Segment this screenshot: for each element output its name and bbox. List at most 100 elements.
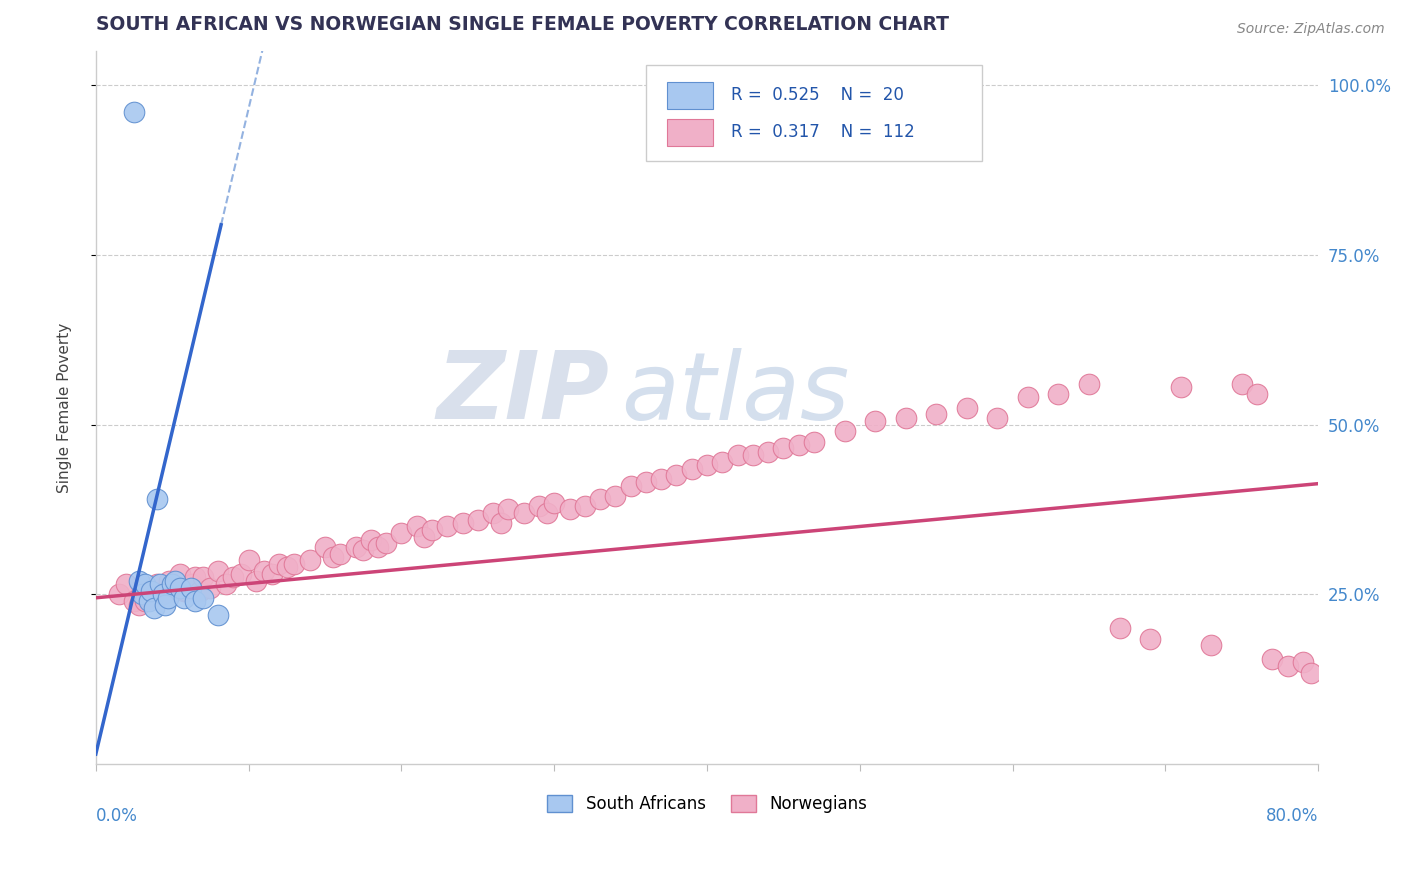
Point <box>1230 376 1253 391</box>
Point <box>352 543 374 558</box>
Point <box>665 468 688 483</box>
Legend: South Africans, Norwegians: South Africans, Norwegians <box>540 789 873 820</box>
Point <box>834 425 856 439</box>
Point <box>1277 658 1299 673</box>
Point <box>489 516 512 530</box>
Point <box>589 492 612 507</box>
Point <box>375 536 398 550</box>
Point <box>149 587 172 601</box>
Point <box>1201 639 1223 653</box>
Point <box>207 564 229 578</box>
Point <box>160 584 183 599</box>
Point <box>165 574 187 588</box>
Point <box>153 598 176 612</box>
Text: atlas: atlas <box>621 348 849 439</box>
Point <box>276 560 298 574</box>
Point <box>451 516 474 530</box>
Point <box>413 530 436 544</box>
Point <box>536 506 558 520</box>
Point <box>322 549 344 564</box>
Point <box>863 414 886 428</box>
Point <box>134 577 156 591</box>
Point <box>149 577 172 591</box>
Point <box>756 444 779 458</box>
Point <box>283 557 305 571</box>
Point <box>558 502 581 516</box>
Point <box>156 591 179 605</box>
Point <box>634 475 657 490</box>
Point <box>1108 621 1130 635</box>
Point <box>498 502 520 516</box>
Point <box>107 587 129 601</box>
Point <box>200 581 222 595</box>
Point <box>620 478 643 492</box>
Point <box>605 489 627 503</box>
Point <box>772 442 794 456</box>
Point <box>681 461 703 475</box>
Point <box>131 587 153 601</box>
Point <box>146 577 169 591</box>
Point <box>184 594 207 608</box>
Point <box>467 513 489 527</box>
Point <box>1078 376 1101 391</box>
Point <box>482 506 505 520</box>
Text: R =  0.525    N =  20: R = 0.525 N = 20 <box>731 86 904 104</box>
Point <box>925 408 948 422</box>
Point <box>650 472 672 486</box>
Point <box>245 574 267 588</box>
Text: 80.0%: 80.0% <box>1265 807 1319 825</box>
Point <box>1047 387 1070 401</box>
Point <box>986 410 1008 425</box>
Point <box>173 591 195 605</box>
Point <box>173 584 195 599</box>
Point <box>405 519 427 533</box>
Text: ZIP: ZIP <box>436 347 609 439</box>
Point <box>329 547 352 561</box>
Point <box>696 458 718 473</box>
Point <box>1292 656 1315 670</box>
Point <box>360 533 382 547</box>
Point <box>314 540 336 554</box>
Text: R =  0.317    N =  112: R = 0.317 N = 112 <box>731 123 915 141</box>
Point <box>131 584 153 599</box>
Point <box>191 591 214 605</box>
Point <box>344 540 367 554</box>
FancyBboxPatch shape <box>666 119 713 145</box>
Point <box>711 455 734 469</box>
Point <box>122 594 145 608</box>
Point <box>1170 380 1192 394</box>
Point <box>1139 632 1161 646</box>
Point <box>128 598 150 612</box>
Point <box>269 557 291 571</box>
Text: SOUTH AFRICAN VS NORWEGIAN SINGLE FEMALE POVERTY CORRELATION CHART: SOUTH AFRICAN VS NORWEGIAN SINGLE FEMALE… <box>96 15 949 34</box>
Point <box>222 570 245 584</box>
Point <box>1017 390 1039 404</box>
FancyBboxPatch shape <box>666 81 713 109</box>
Point <box>420 523 443 537</box>
Point <box>543 496 565 510</box>
Point <box>134 594 156 608</box>
Point <box>169 567 191 582</box>
Point <box>152 587 174 601</box>
Point <box>260 567 283 582</box>
Point <box>184 570 207 584</box>
Point <box>1261 652 1284 666</box>
Point <box>142 601 165 615</box>
Point <box>741 448 763 462</box>
Point <box>367 540 389 554</box>
Point <box>146 492 169 507</box>
Point <box>229 567 252 582</box>
Point <box>389 526 412 541</box>
Point <box>787 438 810 452</box>
Point <box>115 577 138 591</box>
FancyBboxPatch shape <box>645 65 983 161</box>
Point <box>1299 665 1322 680</box>
Point <box>207 607 229 622</box>
Point <box>180 581 202 595</box>
Point <box>727 448 749 462</box>
Point <box>188 584 211 599</box>
Point <box>142 587 165 601</box>
Point <box>956 401 979 415</box>
Point <box>128 574 150 588</box>
Point <box>153 584 176 599</box>
